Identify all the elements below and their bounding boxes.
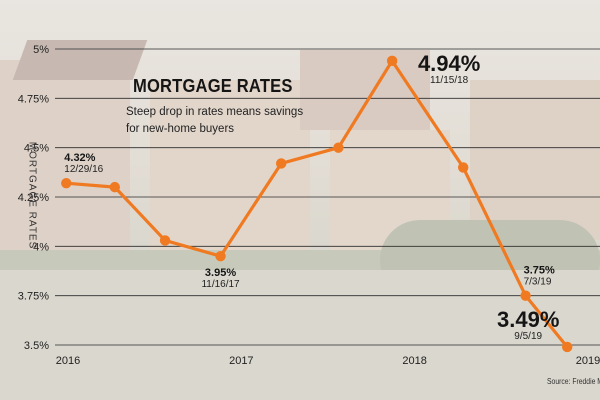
x-tick-label: 2017 [229,355,253,367]
annotation-value: 3.49% [497,307,559,332]
data-point [61,177,72,189]
data-point [215,251,226,262]
annotation-layer: 4.32%12/29/16 3.95%11/16/17 4.94%11/15/18 3… [64,51,559,342]
annotation-value: 4.32% [64,152,95,164]
x-tick-label: 2016 [56,355,80,367]
y-tick-label: 4% [33,241,49,253]
data-point [159,235,171,246]
data-point [520,290,531,301]
data-point [109,181,121,193]
annotation-date: 9/5/19 [514,331,542,342]
series-line [66,59,569,348]
annotation-date: 11/15/18 [430,75,469,86]
annotation-value: 4.94% [418,51,480,76]
data-point [276,158,287,169]
y-tick-label: 3.75% [18,291,49,303]
annotation-date: 11/16/17 [201,279,240,290]
annotation-date: 7/3/19 [524,277,552,288]
series-layer [61,55,573,353]
x-tick-label: 2019 [576,355,600,367]
y-tick-label: 4.25% [18,192,49,204]
y-tick-label: 4.5% [24,143,49,155]
y-tick-label: 4.75% [18,93,49,105]
data-point [386,55,398,67]
annotation-value: 3.75% [524,265,555,277]
annotation-value: 3.95% [205,267,236,279]
grid-layer [55,48,600,346]
data-point [562,341,573,353]
y-tick-label: 3.5% [24,340,49,352]
source-note: Source: Freddie Mac [547,377,600,386]
chart-subtitle: Steep drop in rates means savings for ne… [126,106,304,135]
chart-title: MORTGAGE RATES [133,76,293,96]
tick-label-layer: 5% 4.75% 4.5% 4.25% 4% 3.75% 3.5% 2016 2017 2018 2… [18,44,600,367]
x-tick-label: 2018 [402,355,426,367]
data-point [458,162,469,173]
y-axis-label: MORTGAGE RATES [26,141,38,250]
y-tick-label: 5% [33,44,49,56]
annotation-date: 12/29/16 [64,164,103,175]
data-point [333,142,344,153]
